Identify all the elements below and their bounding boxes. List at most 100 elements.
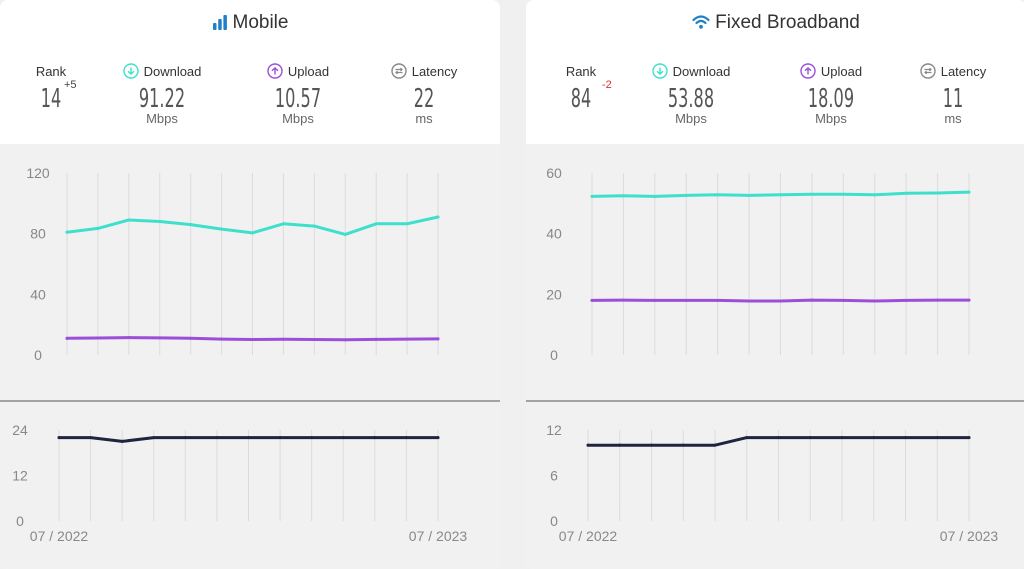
mobile-speed-upload-point bbox=[127, 336, 131, 340]
mobile-speed-upload-point bbox=[374, 337, 378, 341]
mobile-latency-latency-point bbox=[152, 436, 156, 440]
download-label: Download bbox=[672, 63, 731, 79]
rank-label: Rank bbox=[35, 63, 67, 79]
mobile-speed-upload-point bbox=[343, 338, 347, 342]
mobile-speed-upload-point bbox=[405, 337, 409, 341]
upload-value: 10.57 bbox=[274, 84, 322, 114]
mobile-latency-latency-point bbox=[57, 436, 61, 440]
broadband-speed-upload-point bbox=[904, 298, 908, 302]
mobile-speed-ytick-label: 80 bbox=[30, 226, 46, 242]
mobile-speed-upload-point bbox=[96, 336, 100, 340]
mobile-latency-latency-point bbox=[278, 436, 282, 440]
broadband-latency-latency-point bbox=[745, 436, 749, 440]
mobile-speed-ytick-label: 40 bbox=[30, 286, 46, 302]
mobile-latency-xtick-start: 07 / 2022 bbox=[30, 528, 89, 544]
broadband-header: Fixed Broadband Rank 84 -2 Download 53.8… bbox=[526, 0, 1024, 144]
broadband-speed-upload-point bbox=[684, 298, 688, 302]
download-unit: Mbps bbox=[146, 111, 178, 126]
broadband-speed-upload-point bbox=[590, 298, 594, 302]
mobile-latency-latency-point bbox=[89, 436, 93, 440]
download-label: Download bbox=[143, 63, 202, 79]
upload-arrow-icon bbox=[267, 63, 283, 79]
rank-value: 84 bbox=[570, 84, 592, 114]
mobile-speed-upload-point bbox=[312, 338, 316, 342]
mobile-speed-download-point bbox=[96, 226, 100, 230]
mobile-speed-ytick-label: 120 bbox=[26, 165, 50, 181]
broadband-speed-ytick-label: 40 bbox=[546, 226, 562, 242]
rank-delta: +5 bbox=[64, 79, 77, 91]
mobile-latency-latency-point bbox=[120, 439, 124, 443]
broadband-speed-download-point bbox=[841, 192, 845, 196]
broadband-speed-upload-point bbox=[967, 298, 971, 302]
upload-unit: Mbps bbox=[815, 111, 847, 126]
mobile-panel: Mobile Rank 14 +5 Download 91.22 Mbps Up… bbox=[0, 0, 500, 569]
mobile-header: Mobile Rank 14 +5 Download 91.22 Mbps Up… bbox=[0, 0, 500, 144]
broadband-speed-upload-point bbox=[873, 299, 877, 303]
broadband-latency-latency-point bbox=[618, 443, 622, 447]
mobile-speed-download-point bbox=[374, 222, 378, 226]
signal-bars-icon bbox=[212, 15, 227, 30]
mobile-speed-download-point bbox=[127, 218, 131, 222]
upload-label: Upload bbox=[287, 63, 330, 79]
latency-unit: ms bbox=[944, 111, 962, 126]
broadband-speed-download-point bbox=[716, 193, 720, 197]
rank-label: Rank bbox=[565, 63, 597, 79]
latency-unit: ms bbox=[415, 111, 433, 126]
mobile-speed-download-point bbox=[405, 222, 409, 226]
mobile-latency-xtick-end: 07 / 2023 bbox=[409, 528, 468, 544]
broadband-latency-latency-point bbox=[777, 436, 780, 440]
mobile-title: Mobile bbox=[0, 12, 500, 34]
broadband-speed-upload-point bbox=[810, 298, 814, 302]
mobile-download: Download 91.22 Mbps bbox=[107, 62, 217, 126]
broadband-latency-xtick-start: 07 / 2022 bbox=[559, 528, 618, 544]
mobile-speed-upload-point bbox=[220, 337, 224, 341]
broadband-latency-latency-point bbox=[586, 443, 590, 447]
broadband-title-text: Fixed Broadband bbox=[715, 12, 860, 33]
broadband-speed-download-point bbox=[810, 192, 814, 196]
broadband-speed-download-point bbox=[967, 190, 971, 194]
broadband-latency-latency-point bbox=[681, 443, 685, 447]
broadband-upload: Upload 18.09 Mbps bbox=[776, 62, 886, 126]
mobile-speed-download-point bbox=[312, 224, 316, 228]
broadband-latency-latency-point bbox=[967, 436, 971, 440]
broadband-speed-upload-point bbox=[716, 298, 720, 302]
mobile-speed-upload-point bbox=[158, 336, 162, 340]
mobile-latency-latency-point bbox=[404, 436, 408, 440]
mobile-rank: Rank 14 +5 bbox=[0, 62, 106, 115]
mobile-speed-download-point bbox=[220, 227, 224, 231]
upload-unit: Mbps bbox=[282, 111, 314, 126]
broadband-chart-area: 0 20 40 60 0 6 12 07 / 2022 07 / 2023 bbox=[526, 144, 1024, 569]
latency-label: Latency bbox=[940, 63, 987, 79]
rank-value: 14 bbox=[40, 84, 62, 114]
broadband-speed-ytick-label: 0 bbox=[550, 347, 558, 363]
broadband-latency-xtick-end: 07 / 2023 bbox=[940, 528, 999, 544]
broadband-speed-upload-point bbox=[653, 298, 657, 302]
broadband-download: Download 53.88 Mbps bbox=[636, 62, 746, 126]
mobile-speed-ytick-label: 0 bbox=[34, 347, 42, 363]
broadband-latency-latency-point bbox=[713, 443, 717, 447]
mobile-speed-download-point bbox=[281, 222, 285, 226]
broadband-speed-upload-point bbox=[936, 298, 940, 302]
broadband-rank: Rank 84 -2 bbox=[526, 62, 636, 115]
mobile-latency-latency-point bbox=[247, 436, 250, 440]
latency-value: 22 bbox=[413, 84, 435, 114]
broadband-speed-download-point bbox=[904, 191, 908, 195]
mobile-speed-upload-point bbox=[65, 336, 69, 340]
broadband-speed-ytick-label: 20 bbox=[546, 286, 562, 302]
broadband-speed-download-point bbox=[684, 193, 688, 197]
download-arrow-icon bbox=[122, 63, 139, 79]
latency-icon bbox=[391, 63, 407, 79]
latency-label: Latency bbox=[411, 63, 458, 79]
broadband-speed-download-point bbox=[936, 191, 940, 195]
mobile-speed-download-point bbox=[343, 232, 347, 236]
broadband-latency-ytick-label: 12 bbox=[546, 422, 562, 438]
mobile-upload: Upload 10.57 Mbps bbox=[243, 62, 353, 126]
broadband-speed-upload-point bbox=[747, 299, 751, 303]
mobile-charts: 0 40 80 120 0 12 24 07 / 2022 07 / 2023 bbox=[0, 165, 500, 544]
broadband-title: Fixed Broadband bbox=[526, 12, 1024, 34]
broadband-speed-download-point bbox=[590, 194, 594, 198]
mobile-speed-upload-point bbox=[251, 338, 254, 342]
mobile-latency: Latency 22 ms bbox=[369, 62, 479, 126]
broadband-speed-download-point bbox=[621, 194, 625, 198]
latency-icon bbox=[920, 63, 936, 79]
